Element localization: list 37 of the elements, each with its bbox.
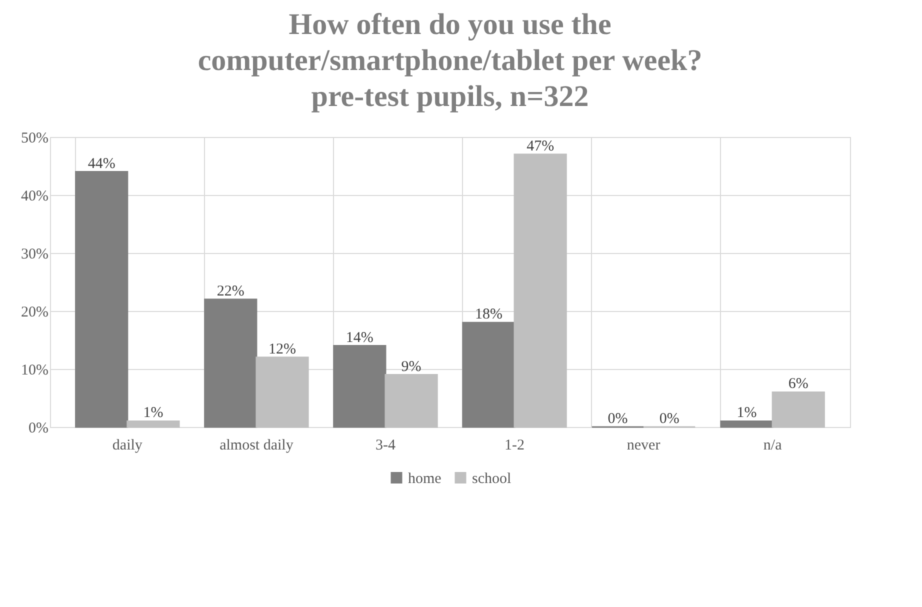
bar	[126, 420, 180, 428]
x-tick-label: 3-4	[375, 438, 396, 454]
data-label: 44%	[88, 156, 116, 172]
bar	[514, 154, 567, 428]
data-label: 18%	[474, 306, 502, 323]
bar	[772, 391, 825, 428]
y-tick-label: 30%	[21, 246, 48, 262]
data-label: 6%	[788, 376, 808, 392]
legend-label: home	[408, 470, 442, 487]
bar	[204, 298, 258, 428]
x-tick-label: n/a	[763, 438, 782, 454]
bar	[256, 356, 309, 428]
bar	[333, 345, 386, 428]
y-tick-label: 50%	[21, 130, 48, 146]
data-label: 9%	[401, 358, 422, 375]
y-tick-label: 20%	[21, 304, 48, 320]
legend-label: school	[472, 470, 512, 487]
y-tick-label: 40%	[21, 188, 48, 204]
bar	[462, 322, 516, 428]
x-tick-label: almost daily	[220, 438, 294, 454]
y-tick-label: 10%	[21, 362, 48, 378]
bar	[384, 374, 438, 428]
data-label: 47%	[526, 138, 554, 154]
y-tick-label: 0%	[28, 420, 48, 436]
bar	[75, 171, 128, 428]
data-label: 0%	[608, 411, 628, 427]
data-label: 1%	[143, 405, 164, 422]
bar	[720, 420, 774, 428]
data-label: 14%	[346, 330, 374, 346]
data-label: 12%	[268, 341, 296, 358]
chart-title: How often do you use the computer/smartphone/tablet per week? pre-test pupils, n=322	[198, 8, 702, 113]
x-tick-label: never	[626, 438, 660, 454]
x-tick-label: 1-2	[504, 438, 525, 454]
x-tick-label: daily	[112, 438, 143, 454]
data-label: 1%	[736, 405, 757, 422]
data-label: 22%	[216, 283, 244, 300]
data-label: 0%	[659, 411, 680, 427]
